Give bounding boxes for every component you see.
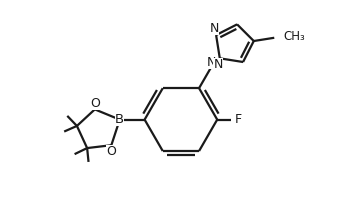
Text: N: N	[210, 22, 219, 35]
Text: N: N	[213, 58, 223, 71]
Text: F: F	[235, 113, 242, 126]
Text: B: B	[115, 113, 124, 126]
Text: O: O	[90, 97, 100, 110]
Text: O: O	[106, 145, 116, 158]
Text: N: N	[207, 56, 216, 69]
Text: CH₃: CH₃	[283, 30, 304, 43]
